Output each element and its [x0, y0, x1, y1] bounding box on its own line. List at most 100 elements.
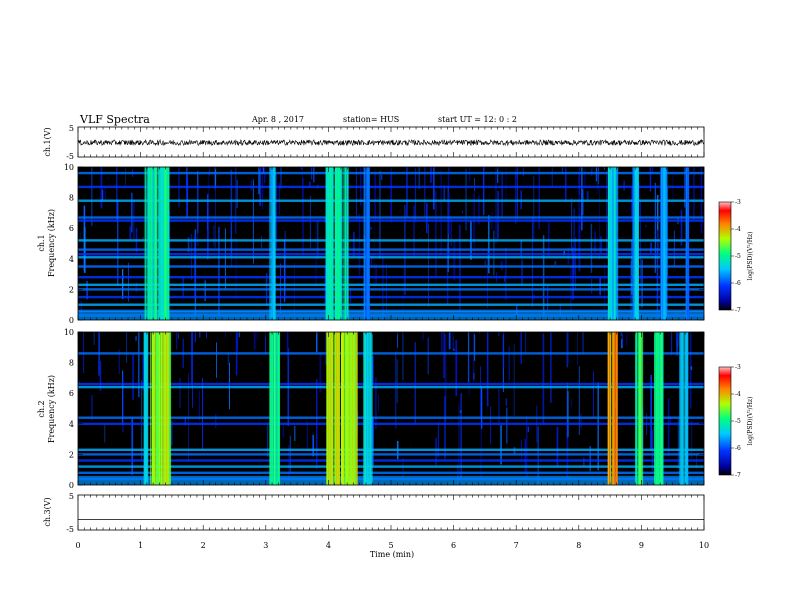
x-tick-label: 9: [639, 541, 644, 550]
noise-streak: [409, 445, 412, 447]
noise-streak: [571, 398, 572, 407]
noise-streak: [215, 414, 217, 428]
burst-stripe: [339, 167, 341, 320]
noise-streak: [427, 337, 429, 375]
noise-streak: [104, 185, 106, 200]
noise-streak: [480, 406, 482, 478]
noise-streak: [513, 344, 515, 417]
burst-stripe: [164, 332, 167, 485]
noise-streak: [676, 332, 678, 356]
y-tick-label: 0: [69, 316, 74, 325]
noise-streak: [253, 332, 256, 350]
burst-stripe: [331, 167, 333, 320]
noise-streak: [620, 332, 622, 337]
burst-stripe: [609, 332, 612, 485]
noise-streak: [506, 407, 508, 444]
burst-stripe: [154, 167, 156, 320]
noise-streak: [551, 167, 553, 187]
noise-streak: [521, 259, 523, 286]
noise-streak: [448, 192, 450, 236]
burst-stripe: [364, 167, 367, 320]
ch1-waveform-line: [77, 138, 705, 147]
burst-stripe: [616, 167, 619, 320]
noise-streak: [441, 332, 443, 354]
noise-streak: [561, 167, 563, 174]
noise-streak: [478, 332, 481, 334]
burst-stripe: [167, 167, 169, 320]
noise-streak: [250, 180, 252, 191]
x-tick-label: 7: [514, 541, 519, 550]
noise-streak: [319, 351, 322, 393]
burst-stripe: [363, 332, 365, 485]
noise-streak: [235, 238, 237, 300]
noise-streak: [435, 437, 437, 465]
noise-streak: [176, 332, 178, 350]
burst-stripe: [613, 332, 616, 485]
noise-streak: [591, 279, 593, 294]
noise-streak: [118, 349, 120, 375]
burst-stripe: [634, 167, 636, 320]
burst-stripe: [366, 167, 368, 320]
noise-streak: [238, 332, 240, 338]
burst-stripe: [679, 332, 682, 485]
noise-streak: [508, 346, 510, 380]
burst-stripe: [346, 332, 348, 485]
burst-stripe: [663, 167, 666, 320]
narrowband-line: [78, 276, 704, 279]
noise-streak: [554, 261, 557, 266]
noise-streak: [597, 382, 599, 471]
narrowband-line: [78, 385, 704, 389]
noise-streak: [447, 172, 449, 233]
noise-streak: [495, 167, 497, 245]
noise-streak: [214, 167, 216, 248]
burst-stripe: [163, 332, 165, 485]
x-tick-label: 6: [451, 541, 456, 550]
noise-streak: [448, 167, 450, 189]
burst-stripe: [270, 167, 273, 320]
noise-streak: [486, 332, 489, 407]
x-tick-label: 0: [75, 541, 80, 550]
burst-stripe: [685, 167, 688, 320]
noise-streak: [671, 332, 673, 356]
noise-streak: [515, 171, 517, 225]
burst-stripe: [168, 332, 172, 485]
burst-stripe: [354, 332, 357, 485]
noise-streak: [473, 334, 476, 361]
burst-stripe: [334, 167, 337, 320]
noise-streak: [631, 187, 633, 220]
noise-streak: [395, 351, 397, 429]
noise-streak: [590, 223, 593, 273]
noise-streak: [199, 332, 201, 338]
noise-streak: [213, 225, 215, 247]
colorbar-tick-label: -4: [735, 391, 741, 398]
colorbar-tick-label: -3: [735, 199, 741, 206]
noise-streak: [483, 167, 485, 216]
noise-streak: [114, 184, 116, 186]
noise-streak: [142, 355, 144, 391]
noise-streak: [104, 425, 106, 443]
ch2-spectrogram-ylabel: ch.2 Frequency (kHz): [37, 375, 56, 443]
noise-streak: [676, 332, 679, 342]
colorbar-tick-label: -5: [735, 253, 741, 260]
burst-stripe: [351, 332, 353, 485]
noise-streak: [283, 239, 286, 302]
noise-streak: [309, 195, 312, 249]
header-date: Apr. 8 , 2017: [251, 115, 304, 124]
noise-streak: [453, 239, 456, 281]
noise-streak: [448, 332, 451, 350]
noise-streak: [584, 167, 586, 188]
y-tick-label: 5: [69, 492, 74, 501]
noise-streak: [315, 219, 317, 287]
ch2-colorbar-gradient: [718, 366, 732, 476]
noise-streak: [571, 198, 573, 253]
noise-streak: [306, 421, 308, 451]
noise-streak: [578, 366, 580, 435]
x-tick-label: 2: [201, 541, 206, 550]
noise-streak: [170, 420, 173, 446]
narrowband-line: [78, 448, 704, 451]
noise-streak: [184, 417, 186, 426]
noise-streak: [91, 167, 93, 227]
noise-streak: [80, 301, 82, 318]
noise-streak: [208, 171, 210, 252]
noise-streak: [455, 340, 458, 397]
